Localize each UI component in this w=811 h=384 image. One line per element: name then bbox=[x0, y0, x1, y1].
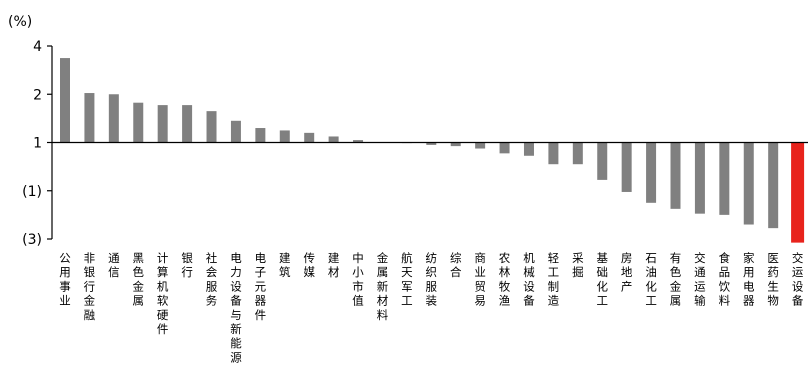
category-label: 传媒 bbox=[303, 251, 315, 279]
category-label: 银行 bbox=[181, 251, 193, 279]
category-label: 中小市值 bbox=[352, 251, 364, 308]
bar bbox=[548, 142, 559, 165]
y-tick-label: 4 bbox=[33, 39, 42, 55]
bar bbox=[719, 142, 730, 215]
category-label: 基础化工 bbox=[596, 251, 608, 308]
bar bbox=[450, 142, 461, 147]
y-tick-label: (1) bbox=[22, 184, 42, 200]
bar bbox=[621, 142, 632, 192]
y-tick-label: 2 bbox=[33, 87, 42, 103]
category-label: 计算机软硬件 bbox=[157, 251, 169, 336]
bar bbox=[426, 142, 437, 145]
bar bbox=[157, 105, 168, 143]
category-label: 交运设备 bbox=[792, 251, 804, 308]
y-tick-label: 1 bbox=[33, 136, 42, 152]
category-label: 交通运输 bbox=[694, 251, 706, 308]
category-label: 航天军工 bbox=[401, 251, 413, 308]
bar bbox=[499, 142, 510, 154]
bar bbox=[255, 128, 266, 143]
category-label: 有色金属 bbox=[670, 251, 682, 308]
category-label: 建筑 bbox=[279, 251, 291, 279]
category-label: 家用电器 bbox=[743, 251, 755, 308]
bar bbox=[768, 142, 779, 229]
y-unit-label: (%) bbox=[8, 14, 32, 30]
bar bbox=[108, 94, 119, 143]
category-label: 石油化工 bbox=[645, 251, 657, 308]
category-label: 非银行金融 bbox=[84, 251, 96, 322]
category-label: 金属新材料 bbox=[377, 251, 389, 322]
y-axis: 4 2 1 (1) (3) bbox=[22, 39, 53, 248]
bar bbox=[572, 142, 583, 165]
category-label: 机械设备 bbox=[523, 251, 535, 308]
category-label: 综合 bbox=[450, 251, 462, 279]
category-label: 建材 bbox=[328, 251, 340, 279]
category-label: 房地产 bbox=[621, 251, 633, 293]
category-label: 商业贸易 bbox=[474, 251, 486, 308]
category-label: 纺织服装 bbox=[426, 251, 438, 308]
y-tick-label: (3) bbox=[22, 232, 42, 248]
category-label: 食品饮料 bbox=[719, 251, 731, 308]
bar bbox=[133, 102, 144, 143]
category-label: 通信 bbox=[108, 251, 120, 279]
category-label: 采掘 bbox=[572, 251, 584, 279]
category-label: 农林牧渔 bbox=[499, 251, 511, 308]
category-label: 电子元器件 bbox=[255, 251, 267, 322]
category-label: 社会服务 bbox=[206, 251, 218, 308]
bar bbox=[230, 120, 241, 143]
category-label: 公用事业 bbox=[59, 251, 71, 308]
category-label: 轻工制造 bbox=[548, 251, 560, 308]
bar bbox=[694, 142, 705, 214]
bar bbox=[84, 93, 95, 143]
bar bbox=[791, 142, 805, 243]
bars bbox=[60, 58, 805, 243]
bar bbox=[206, 111, 217, 143]
bar bbox=[279, 130, 290, 143]
bar bbox=[60, 58, 70, 143]
bar bbox=[475, 142, 486, 149]
category-label: 黑色金属 bbox=[133, 251, 145, 308]
bar bbox=[304, 132, 315, 143]
bar bbox=[597, 142, 608, 180]
category-label: 电力设备与新能源 bbox=[230, 251, 242, 364]
bar bbox=[182, 105, 193, 143]
bar bbox=[646, 142, 657, 203]
bar bbox=[523, 142, 534, 156]
bar bbox=[328, 136, 339, 143]
category-label: 医药生物 bbox=[767, 251, 779, 308]
bar bbox=[353, 140, 364, 143]
bar bbox=[743, 142, 754, 225]
bar bbox=[670, 142, 681, 209]
